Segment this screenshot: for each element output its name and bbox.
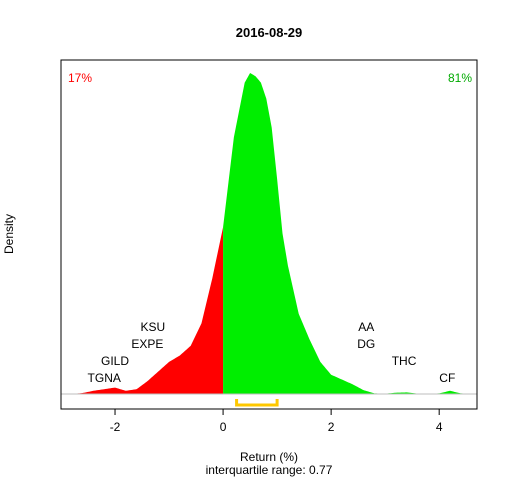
ticker-label: TGNA — [88, 371, 121, 385]
ticker-label: GILD — [101, 354, 129, 368]
x-tick-label: 2 — [328, 420, 335, 434]
x-axis-label: Return (%) — [240, 450, 298, 464]
ticker-label: EXPE — [131, 337, 163, 351]
x-tick-label: 0 — [220, 420, 227, 434]
x-tick-label: 4 — [436, 420, 443, 434]
ticker-label: THC — [392, 354, 417, 368]
ticker-label: DG — [357, 337, 375, 351]
x-tick-label: -2 — [110, 420, 121, 434]
positive-density-area — [223, 73, 472, 394]
density-area — [71, 73, 472, 394]
ticker-label: KSU — [141, 320, 166, 334]
iqr-bracket — [235, 399, 279, 407]
positive-share-label: 81% — [448, 71, 472, 85]
chart-title: 2016-08-29 — [236, 25, 303, 40]
x-axis: -2 0 2 4 — [110, 409, 443, 434]
y-axis-label: Density — [2, 214, 16, 254]
iqr-bracket-line — [235, 399, 279, 407]
ticker-label: AA — [358, 320, 374, 334]
iqr-subtitle: interquartile range: 0.77 — [206, 463, 333, 477]
plot-frame — [60, 59, 478, 410]
ticker-label: CF — [439, 371, 455, 385]
negative-density-area — [71, 227, 224, 394]
negative-share-label: 17% — [68, 71, 92, 85]
